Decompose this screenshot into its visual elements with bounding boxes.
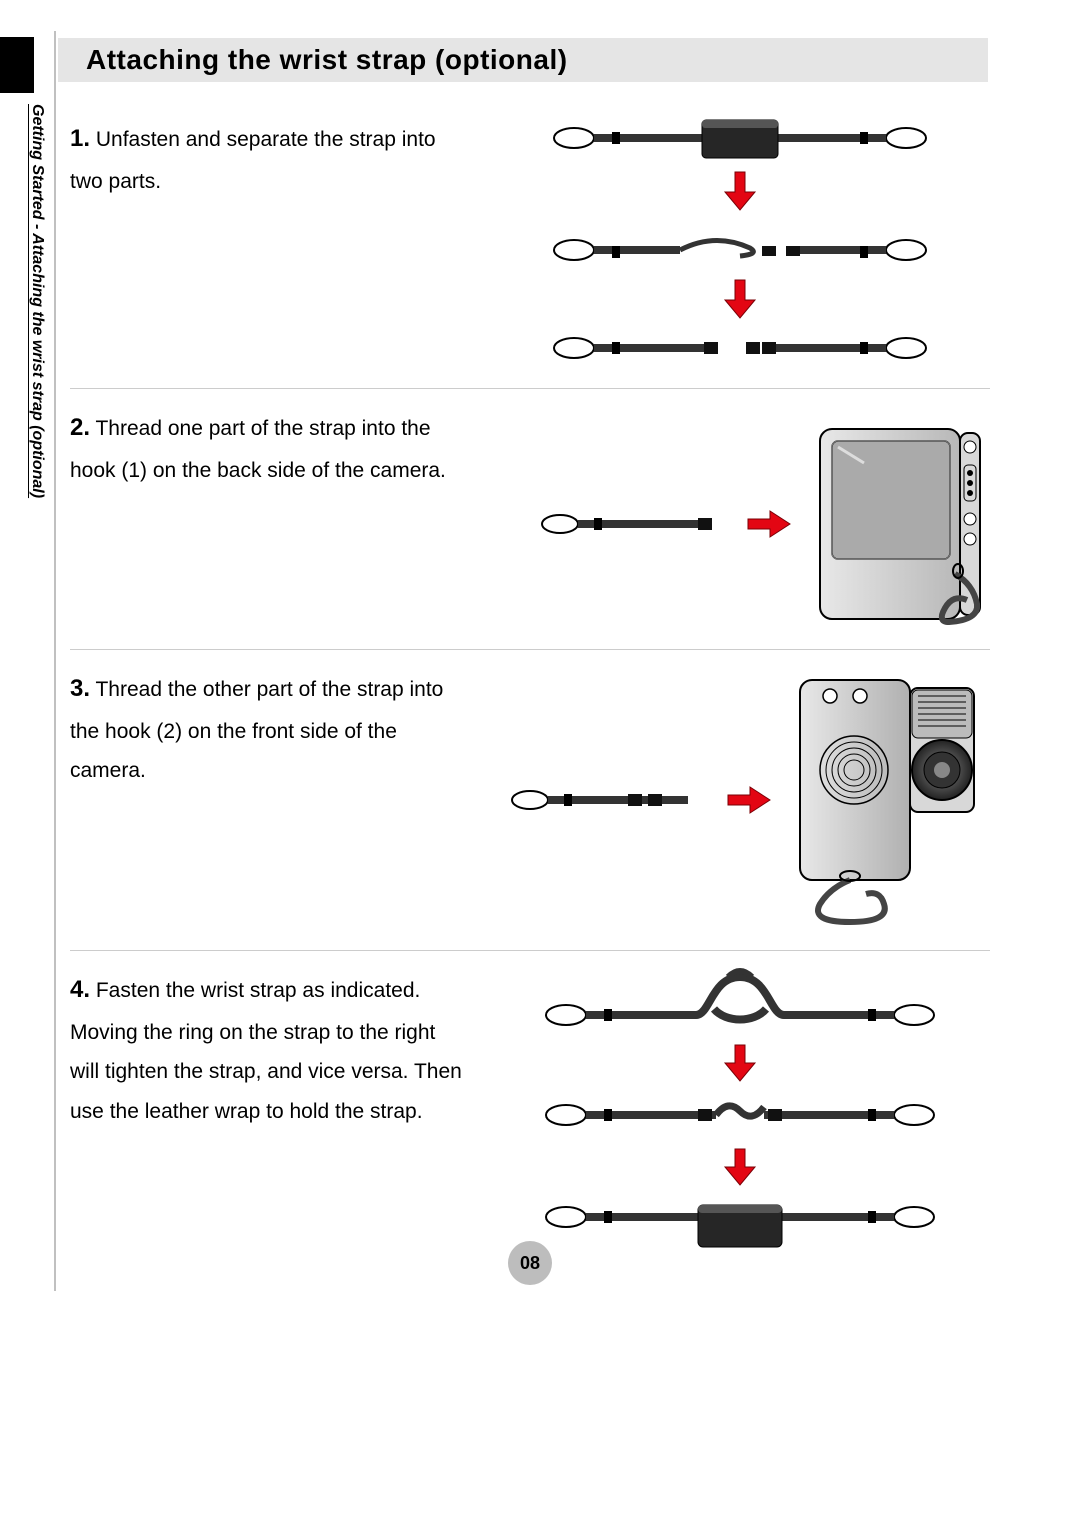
page-title-bar: Attaching the wrist strap (optional) [58, 38, 988, 82]
camera-front-illustration [790, 670, 990, 930]
content-area: 1. Unfasten and separate the strap into … [70, 100, 990, 1271]
two-straps-illustration [550, 328, 930, 368]
strap-knot-illustration [540, 965, 940, 1035]
step-4-text: 4. Fasten the wrist strap as indicated. … [70, 961, 470, 1132]
step-3-text: 3. Thread the other part of the strap in… [70, 660, 470, 791]
step-3-number: 3. [70, 675, 90, 702]
arrow-down-icon [723, 170, 757, 212]
side-running-head: Getting Started - Attaching the wrist st… [22, 104, 46, 584]
step-4-number: 4. [70, 976, 90, 1003]
side-running-head-text: Getting Started - Attaching the wrist st… [29, 104, 46, 498]
strap-half-illustration [538, 506, 728, 542]
arrow-down-icon [723, 278, 757, 320]
step-1-text: 1. Unfasten and separate the strap into … [70, 110, 470, 201]
step-2-illustration [490, 399, 990, 629]
step-3: 3. Thread the other part of the strap in… [70, 650, 990, 951]
strap-half-b-illustration [508, 782, 708, 818]
page-number-badge: 08 [508, 1241, 552, 1285]
step-1-number: 1. [70, 125, 90, 152]
step-1-illustration [490, 110, 990, 368]
page-number: 08 [520, 1253, 540, 1274]
step-4-body: Fasten the wrist strap as indicated. Mov… [70, 979, 462, 1123]
step-3-illustration [490, 660, 990, 930]
step-2-text: 2. Thread one part of the strap into the… [70, 399, 470, 490]
arrow-right-icon [726, 785, 772, 815]
page-title: Attaching the wrist strap (optional) [86, 44, 568, 76]
step-4-illustration [490, 961, 990, 1251]
step-4: 4. Fasten the wrist strap as indicated. … [70, 951, 990, 1271]
step-1: 1. Unfasten and separate the strap into … [70, 100, 990, 389]
left-vertical-rule [54, 31, 56, 1291]
step-1-body: Unfasten and separate the strap into two… [70, 128, 436, 193]
strap-joined-illustration [540, 1091, 940, 1139]
step-2: 2. Thread one part of the strap into the… [70, 389, 990, 650]
step-2-body: Thread one part of the strap into the ho… [70, 417, 446, 482]
step-2-number: 2. [70, 414, 90, 441]
arrow-down-icon [723, 1043, 757, 1083]
camera-back-illustration [810, 419, 990, 629]
separated-straps-illustration [550, 220, 930, 270]
strap-wrapped-illustration [540, 1195, 940, 1251]
strap-with-wrap-illustration [550, 114, 930, 162]
step-3-body: Thread the other part of the strap into … [70, 678, 443, 782]
arrow-right-icon [746, 509, 792, 539]
arrow-down-icon [723, 1147, 757, 1187]
black-tab [0, 37, 34, 93]
